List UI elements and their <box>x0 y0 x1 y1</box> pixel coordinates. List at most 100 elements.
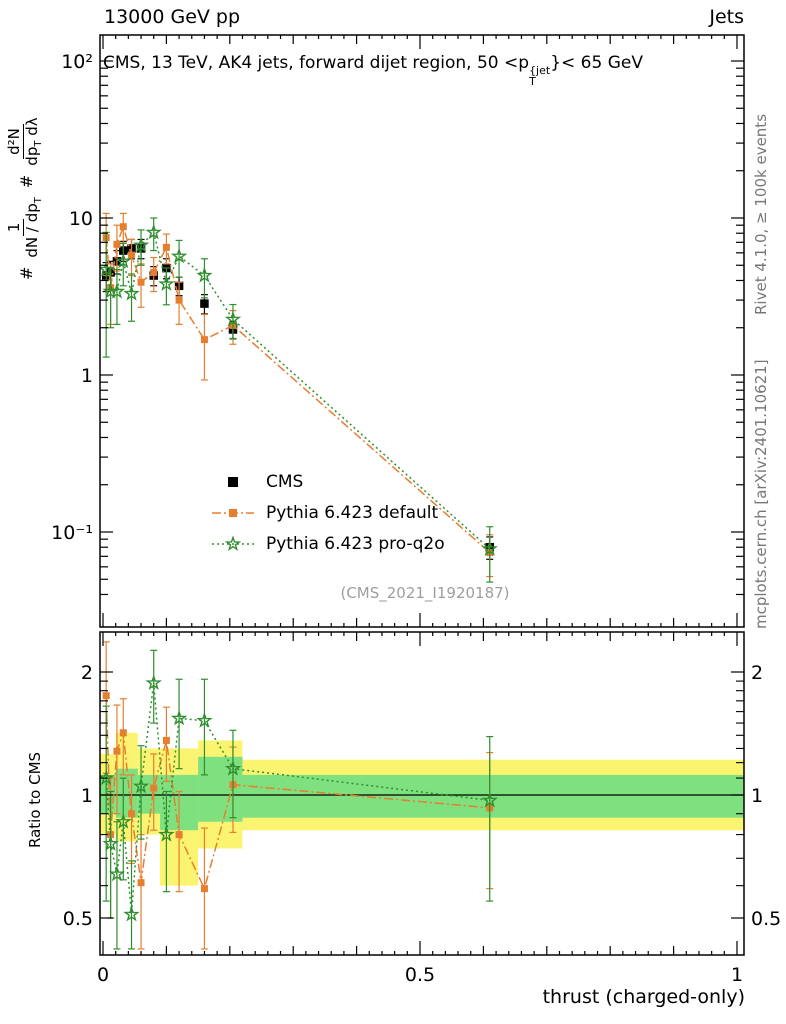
tick-label: 10⁻¹ <box>51 522 93 544</box>
ratio-uncertainty-bands <box>100 732 744 886</box>
tick-label: 1 <box>81 785 93 807</box>
legend-label: Pythia 6.423 pro-q2o <box>266 533 445 554</box>
legend-item: CMS <box>210 466 445 497</box>
green-band-segment <box>115 768 138 818</box>
tick-label: 0 <box>97 964 109 986</box>
tick-label: 1 <box>81 365 93 387</box>
data-point-square <box>137 278 145 286</box>
y-axis-label: # 1 dN / dpT # d²N dpT dλ <box>5 112 47 284</box>
ylabel-fraction-2: d²N dpT dλ <box>5 117 47 166</box>
data-point-star <box>123 905 140 922</box>
data-point-star <box>481 540 498 556</box>
data-point-square <box>128 251 136 259</box>
ylabel-frac2-numerator: d²N <box>5 124 24 159</box>
data-point-square <box>119 223 127 231</box>
data-point-star <box>145 223 162 240</box>
data-point-star <box>145 674 162 690</box>
mcplots-attribution: mcplots.cern.ch [arXiv:2401.10621] <box>752 359 770 629</box>
x-axis-label: thrust (charged-only) <box>542 986 745 1008</box>
pt-superscript: {jet <box>529 64 551 77</box>
data-point-square <box>200 299 209 308</box>
legend: CMS Pythia 6.423 default Pythia 6.423 pro-… <box>210 466 445 559</box>
data-point-star <box>170 709 188 726</box>
process-label: Jets <box>709 6 744 28</box>
legend-marker-mc_default <box>212 508 254 517</box>
tick-label: 1 <box>751 785 763 807</box>
data-point-square <box>119 729 127 737</box>
tick-label: 10² <box>61 51 93 73</box>
beam-energy-label: 13000 GeV pp <box>104 6 241 28</box>
legend-item: Pythia 6.423 pro-q2o <box>210 528 445 559</box>
data-point-star <box>158 825 175 842</box>
data-point-star <box>132 236 150 253</box>
data-point-square <box>200 885 208 893</box>
tick-label: 1 <box>731 964 743 986</box>
ratio-panel-series <box>100 641 498 950</box>
legend-marker-mc_proq2o <box>212 534 254 551</box>
data-point-star <box>170 247 188 264</box>
plot-title-pre: CMS, 13 TeV, AK4 jets, forward dijet reg… <box>103 53 530 73</box>
series-line <box>105 230 491 550</box>
axes: 0 0.5 1 10² 10 1 10⁻¹ 2 2 1 1 0.5 0.5 <box>51 34 781 986</box>
plot-title: CMS, 13 TeV, AK4 jets, forward dijet reg… <box>103 53 643 87</box>
tick-label: 10 <box>69 208 93 230</box>
legend-label: CMS <box>266 471 304 492</box>
data-point-square <box>128 810 136 818</box>
series-line <box>105 695 490 891</box>
data-point-square <box>113 747 121 755</box>
ylabel-hash-2: # <box>17 174 36 189</box>
tick-label: 0.5 <box>751 908 781 930</box>
data-point-star <box>132 777 150 794</box>
green-star-marker <box>224 534 242 551</box>
legend-label: Pythia 6.423 default <box>266 502 439 523</box>
ylabel-fraction-1: 1 dN / dpT <box>5 197 47 258</box>
data-point-square <box>102 692 110 700</box>
data-point-star <box>224 310 242 327</box>
pt-subscript: T <box>529 75 536 88</box>
data-point-star <box>123 284 140 301</box>
legend-item: Pythia 6.423 default <box>210 497 445 528</box>
data-point-square <box>175 296 183 304</box>
data-point-square <box>200 336 208 344</box>
ylabel-frac1-numerator: 1 <box>5 218 24 237</box>
plot-title-post: }< 65 GeV <box>550 53 643 73</box>
data-point-square <box>113 240 121 248</box>
pt-sup-sub: {jet T <box>529 65 550 87</box>
data-point-star <box>102 835 119 851</box>
legend-marker-data <box>228 476 238 487</box>
data-point-square <box>175 831 183 839</box>
series-line <box>105 224 491 554</box>
green-band-segment <box>198 756 243 822</box>
data-point-star <box>115 252 132 269</box>
data-point-star <box>196 266 213 283</box>
main-panel-series <box>100 212 498 583</box>
data-point-star <box>100 260 115 277</box>
data-point-star <box>224 760 242 776</box>
data-point-square <box>150 268 158 276</box>
tick-label: 0.5 <box>405 964 435 986</box>
tick-label: 2 <box>751 662 763 684</box>
data-point-star <box>196 712 213 728</box>
rivet-version-note: Rivet 4.1.0, ≥ 100k events <box>752 113 770 315</box>
tick-label: 0.5 <box>63 908 93 930</box>
ratio-frame <box>99 631 745 956</box>
data-point-star <box>115 813 132 829</box>
data-point-star <box>100 769 115 786</box>
data-point-square <box>137 879 145 887</box>
data-point-square <box>150 784 158 792</box>
tick-label: 2 <box>81 662 93 684</box>
data-point-square <box>162 243 170 251</box>
data-point-star <box>108 282 126 299</box>
data-point-square <box>162 736 170 744</box>
ylabel-frac2-denominator: dpT dλ <box>23 117 44 166</box>
analysis-id-watermark: (CMS_2021_I1920187) <box>340 584 510 602</box>
data-point-star <box>158 275 175 291</box>
ylabel-frac1-denominator: dN / dpT <box>23 197 44 258</box>
ylabel-hash-1: # <box>17 266 36 280</box>
orange-square-marker <box>229 508 237 517</box>
main-frame <box>99 34 745 628</box>
ratio-axis-label: Ratio to CMS <box>26 751 44 848</box>
cms-square-marker <box>228 476 238 487</box>
